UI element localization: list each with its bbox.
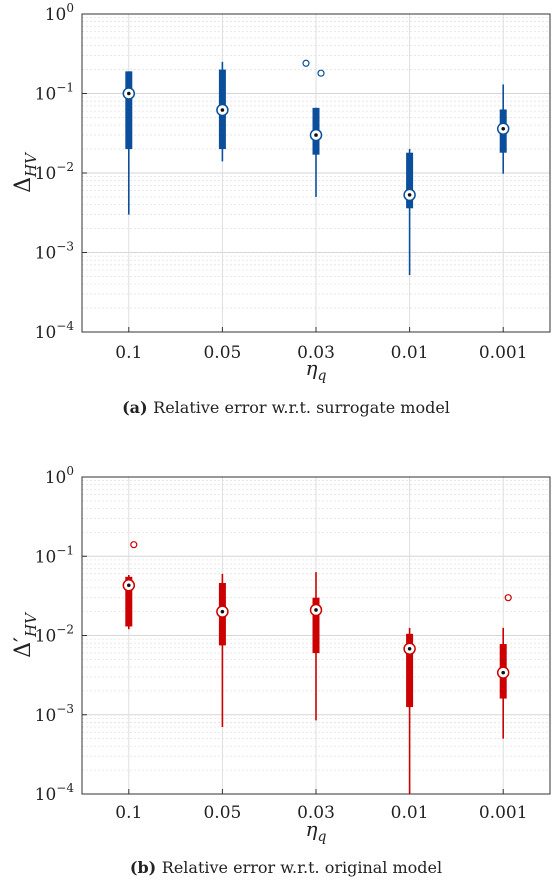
x-axis-label: ηq (306, 356, 327, 384)
iqr-box (406, 633, 414, 708)
y-tick-label: 100 (45, 464, 74, 488)
median-dot (501, 670, 506, 675)
median-dot (314, 608, 318, 612)
median-dot (407, 193, 412, 197)
y-tick-label: 10−4 (35, 319, 75, 343)
box-0.01 (403, 149, 416, 276)
outlier-point (317, 69, 325, 77)
median-dot (501, 126, 506, 131)
x-tick-label: 0.05 (203, 343, 241, 363)
iqr-box (125, 71, 133, 150)
figure-caption: (a) Relative error w.r.t. surrogate mode… (122, 398, 450, 417)
median-dot (127, 91, 131, 96)
y-tick-label: 10−3 (35, 240, 74, 264)
x-tick-label: 0.1 (115, 803, 142, 823)
median-dot (407, 646, 412, 651)
y-tick-label: 10−2 (35, 623, 74, 647)
box-0.1 (122, 541, 138, 630)
median-dot (220, 609, 225, 614)
y-tick-label: 10−3 (35, 702, 74, 726)
box-0.03 (302, 59, 325, 197)
x-tick-label: 0.001 (479, 803, 528, 823)
y-tick-label: 10−1 (35, 81, 74, 105)
y-axis-label: Δ′HV (11, 611, 40, 658)
x-tick-label: 0.03 (297, 803, 335, 823)
median-dot (220, 108, 225, 112)
x-tick-label: 0.03 (297, 343, 335, 363)
y-tick-label: 10−2 (35, 160, 74, 184)
x-tick-label: 0.1 (115, 343, 142, 363)
outlier-point (504, 594, 512, 602)
iqr-box (125, 576, 133, 627)
box-0.05 (216, 61, 229, 162)
x-axis-label: ηq (306, 817, 327, 845)
box-0.001 (496, 594, 512, 739)
median-dot (127, 583, 131, 588)
box-0.03 (309, 572, 323, 721)
box-0.01 (403, 627, 416, 794)
median-dot (314, 133, 318, 137)
iqr-box (406, 152, 414, 209)
box-0.05 (216, 573, 229, 728)
x-tick-label: 0.05 (203, 803, 241, 823)
chart-panel-b: 10−4 10−3 10−2 10−1 100 0.1 0.05 0.03 0.01 0.001 Δ… (11, 464, 551, 877)
y-tick-label: 10−4 (35, 781, 75, 805)
x-tick-label: 0.001 (479, 343, 528, 363)
outlier-point (302, 59, 310, 67)
outlier-point (130, 541, 138, 549)
box-0.1 (122, 71, 136, 215)
box-0.001 (496, 84, 510, 174)
x-tick-label: 0.01 (391, 343, 429, 363)
chart-panel-a: 10−4 10−3 10−2 10−1 100 0.1 0.05 0.03 0.01 0.001 Δ… (11, 1, 551, 417)
y-axis-label: ΔHV (11, 151, 40, 193)
y-tick-label: 10−1 (35, 543, 74, 567)
x-tick-label: 0.01 (391, 803, 429, 823)
figure-caption: (b) Relative error w.r.t. original model (130, 858, 442, 877)
iqr-box (312, 597, 320, 654)
y-tick-label: 100 (45, 1, 74, 25)
